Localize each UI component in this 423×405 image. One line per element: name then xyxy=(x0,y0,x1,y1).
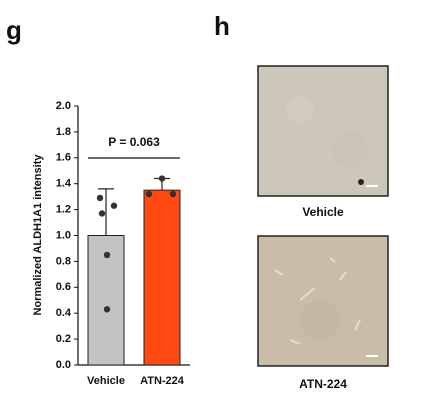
data-point xyxy=(103,306,111,313)
y-tick-label: 2.0 xyxy=(56,100,71,112)
data-point xyxy=(103,251,111,259)
annotation: P = 0.063 xyxy=(108,135,160,149)
y-tick-label: 1.0 xyxy=(56,229,71,241)
micrograph xyxy=(257,235,389,367)
image-label: Vehicle xyxy=(302,205,344,219)
texture xyxy=(286,96,314,124)
data-point xyxy=(169,190,177,198)
panel-label: h xyxy=(214,11,230,41)
x-tick-label: Vehicle xyxy=(87,375,125,387)
image-frame xyxy=(257,65,389,197)
texture xyxy=(358,179,364,185)
texture xyxy=(300,300,340,340)
data-point xyxy=(145,190,153,198)
panel-label: g xyxy=(6,15,22,45)
micrograph xyxy=(257,65,389,197)
data-point xyxy=(98,210,106,217)
y-tick-label: 0.8 xyxy=(56,255,71,267)
y-tick-label: 0.6 xyxy=(56,281,71,293)
y-tick-label: 1.6 xyxy=(56,152,71,164)
texture xyxy=(332,132,368,168)
y-tick-label: 0.4 xyxy=(56,307,72,319)
data-point xyxy=(158,175,166,182)
y-axis-label: Normalized ALDH1A1 intensity xyxy=(32,154,44,316)
y-tick-label: 1.8 xyxy=(56,126,71,138)
y-tick-label: 0.2 xyxy=(56,333,71,345)
data-point xyxy=(96,194,104,202)
bar xyxy=(143,189,181,366)
y-tick-label: 1.2 xyxy=(56,204,71,216)
texture xyxy=(274,257,361,345)
y-tick-label: 0.0 xyxy=(56,359,71,371)
y-tick-label: 1.4 xyxy=(56,178,72,190)
x-tick-label: ATN-224 xyxy=(140,375,185,387)
image-label: ATN-224 xyxy=(299,377,347,391)
data-point xyxy=(110,202,118,209)
